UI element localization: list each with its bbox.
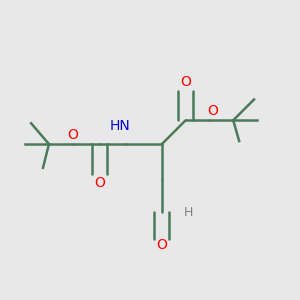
Text: O: O	[180, 75, 191, 88]
Text: H: H	[184, 206, 193, 219]
Text: HN: HN	[110, 119, 131, 133]
Text: O: O	[94, 176, 105, 190]
Text: O: O	[207, 104, 218, 118]
Text: O: O	[157, 238, 167, 252]
Text: O: O	[67, 128, 78, 142]
